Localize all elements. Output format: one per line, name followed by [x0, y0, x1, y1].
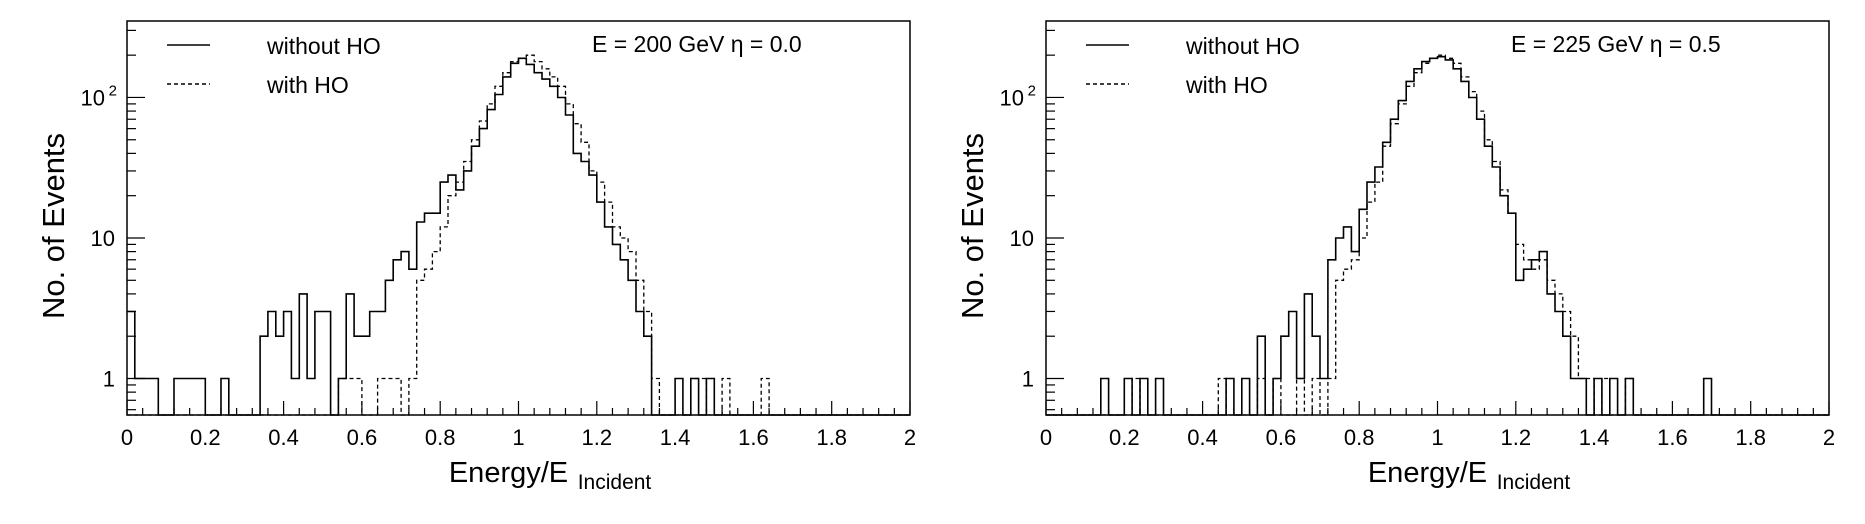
- x-tick-label: 0.2: [1109, 425, 1140, 450]
- x-tick-label: 0.4: [268, 425, 299, 450]
- x-tick-label: 0.8: [1344, 425, 1375, 450]
- legend-label-0: without HO: [266, 33, 381, 59]
- plot-frame: [1045, 20, 1830, 416]
- x-tick-label: 1.4: [1579, 425, 1610, 450]
- x-tick-label: 1: [512, 425, 524, 450]
- x-tick-label: 0.8: [425, 425, 456, 450]
- y-axis-title: No. of Events: [955, 133, 990, 319]
- plot-frame: [126, 20, 911, 416]
- energy-eta-annotation: E = 200 GeV η = 0.0: [592, 31, 802, 57]
- y-tick-label: 10: [91, 226, 115, 251]
- y-tick-label: 10: [81, 85, 105, 110]
- x-tick-label: 1.4: [660, 425, 691, 450]
- y-tick-label: 10: [1000, 85, 1024, 110]
- x-axis-title: Energy/E: [449, 457, 568, 489]
- x-tick-label: 1.6: [1657, 425, 1688, 450]
- histogram-without-ho: [127, 57, 910, 416]
- x-tick-label: 1.2: [1501, 425, 1532, 450]
- y-tick-label: 1: [103, 367, 115, 392]
- x-tick-label: 2: [904, 425, 916, 450]
- x-tick-label: 0: [121, 425, 133, 450]
- x-axis-title: Energy/E: [1368, 457, 1487, 489]
- x-axis-title-subscript: Incident: [1497, 471, 1571, 494]
- y-tick-exponent: 2: [1028, 82, 1036, 99]
- y-tick-exponent: 2: [109, 82, 117, 99]
- histogram-with-ho: [127, 54, 910, 416]
- legend-label-1: with HO: [1185, 72, 1268, 98]
- x-tick-label: 1: [1431, 425, 1443, 450]
- y-tick-label: 1: [1022, 367, 1034, 392]
- x-tick-label: 1.2: [582, 425, 613, 450]
- histogram-without-ho: [1046, 55, 1829, 416]
- x-tick-label: 1.8: [816, 425, 847, 450]
- x-axis-title-subscript: Incident: [578, 471, 652, 494]
- y-tick-label: 10: [1010, 226, 1034, 251]
- x-tick-label: 0.4: [1187, 425, 1218, 450]
- x-tick-label: 1.8: [1735, 425, 1766, 450]
- x-tick-label: 0.6: [1266, 425, 1297, 450]
- histogram-with-ho: [1046, 54, 1829, 416]
- energy-eta-annotation: E = 225 GeV η = 0.5: [1511, 31, 1721, 57]
- y-axis-title: No. of Events: [36, 133, 71, 319]
- x-tick-label: 1.6: [738, 425, 769, 450]
- legend-label-0: without HO: [1185, 33, 1300, 59]
- legend-label-1: with HO: [266, 72, 349, 98]
- x-tick-label: 0.2: [190, 425, 221, 450]
- x-tick-label: 0: [1040, 425, 1052, 450]
- x-tick-label: 0.6: [347, 425, 378, 450]
- x-tick-label: 2: [1823, 425, 1835, 450]
